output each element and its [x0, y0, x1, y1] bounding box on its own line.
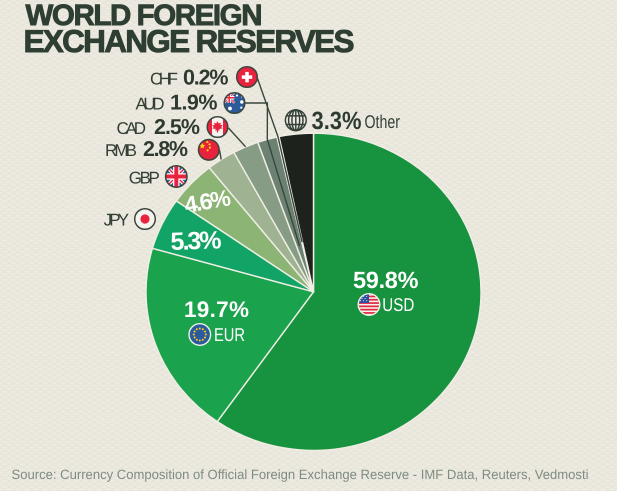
svg-text:GBP: GBP — [129, 168, 160, 187]
svg-text:USD: USD — [382, 294, 414, 315]
svg-text:1.9%: 1.9% — [170, 91, 218, 115]
svg-text:2.8%: 2.8% — [143, 137, 188, 161]
svg-text:RMB: RMB — [105, 141, 137, 160]
svg-text:Other: Other — [365, 111, 401, 132]
svg-text:2.5%: 2.5% — [154, 115, 200, 139]
svg-text:CAD: CAD — [117, 119, 147, 138]
svg-text:5.3%: 5.3% — [170, 226, 222, 256]
svg-text:WORLD FOREIGN: WORLD FOREIGN — [26, 0, 263, 32]
svg-text:JPY: JPY — [104, 210, 130, 229]
svg-text:EXCHANGE RESERVES: EXCHANGE RESERVES — [24, 23, 355, 59]
svg-text:AUD: AUD — [136, 95, 165, 114]
svg-text:0.2%: 0.2% — [183, 66, 229, 90]
svg-text:CHF: CHF — [150, 70, 178, 89]
svg-text:59.8%: 59.8% — [353, 267, 419, 293]
svg-text:Source: Currency Composition o: Source: Currency Composition of Official… — [12, 467, 589, 482]
svg-text:19.7%: 19.7% — [184, 297, 249, 322]
svg-text:EUR: EUR — [214, 324, 245, 345]
svg-text:3.3%: 3.3% — [312, 107, 362, 135]
